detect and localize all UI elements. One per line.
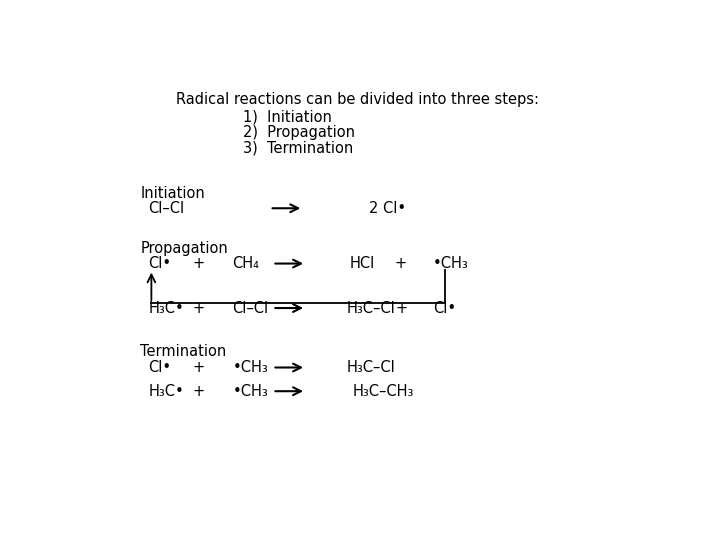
Text: +: + xyxy=(192,360,204,375)
Text: +: + xyxy=(192,301,204,315)
Text: Cl•: Cl• xyxy=(148,360,171,375)
Text: +: + xyxy=(192,384,204,399)
Text: Cl•: Cl• xyxy=(148,256,171,271)
Text: CH₄: CH₄ xyxy=(233,256,259,271)
Text: HCl: HCl xyxy=(349,256,374,271)
Text: +: + xyxy=(192,256,204,271)
Text: H₃C•: H₃C• xyxy=(148,301,184,315)
Text: H₃C–Cl: H₃C–Cl xyxy=(347,301,395,315)
Text: 2 Cl•: 2 Cl• xyxy=(369,201,406,216)
Text: •CH₃: •CH₃ xyxy=(233,360,268,375)
Text: Cl–Cl: Cl–Cl xyxy=(233,301,269,315)
Text: Radical reactions can be divided into three steps:: Radical reactions can be divided into th… xyxy=(176,92,539,107)
Text: 1)  Initiation: 1) Initiation xyxy=(243,109,333,124)
Text: 2)  Propagation: 2) Propagation xyxy=(243,125,356,140)
Text: •CH₃: •CH₃ xyxy=(233,384,268,399)
Text: H₃C•: H₃C• xyxy=(148,384,184,399)
Text: •CH₃: •CH₃ xyxy=(433,256,469,271)
Text: +: + xyxy=(396,301,408,315)
Text: H₃C–CH₃: H₃C–CH₃ xyxy=(352,384,413,399)
Text: Propagation: Propagation xyxy=(140,241,228,256)
Text: H₃C–Cl: H₃C–Cl xyxy=(347,360,395,375)
Text: Initiation: Initiation xyxy=(140,186,205,201)
Text: +: + xyxy=(394,256,406,271)
Text: Termination: Termination xyxy=(140,344,227,359)
Text: Cl–Cl: Cl–Cl xyxy=(148,201,185,216)
Text: 3)  Termination: 3) Termination xyxy=(243,141,354,156)
Text: Cl•: Cl• xyxy=(433,301,456,315)
